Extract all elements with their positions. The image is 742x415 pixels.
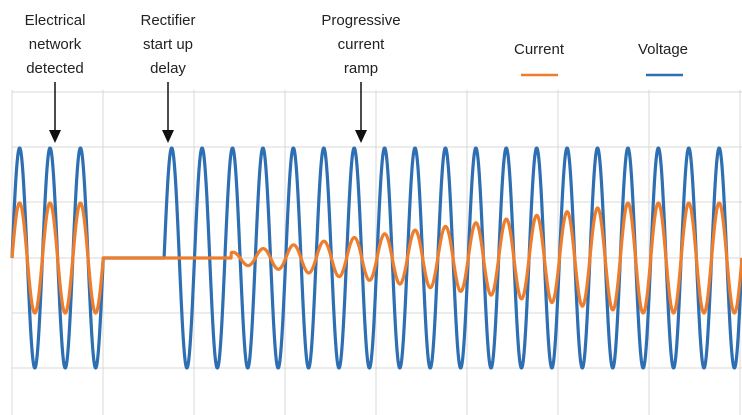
annotation-ramp-arrowhead — [355, 130, 367, 143]
legend: Current Voltage — [514, 41, 688, 77]
annotation-network-line-2: detected — [26, 60, 84, 77]
annotation-rectifier-line-0: Rectifier — [140, 12, 195, 29]
annotation-rectifier-line-1: start up — [143, 36, 193, 53]
annotation-rectifier-arrowhead — [162, 130, 174, 143]
annotations: Electrical network detected Rectifier start … — [25, 12, 401, 143]
annotation-ramp-line-2: ramp — [344, 60, 378, 77]
series-current-line — [10, 201, 742, 315]
legend-label-voltage: Voltage — [638, 41, 688, 58]
legend-item-voltage: Voltage — [638, 41, 688, 77]
annotation-ramp: Progressive current ramp — [321, 12, 401, 143]
annotation-ramp-line-1: current — [338, 36, 386, 53]
annotation-rectifier: Rectifier start up delay — [140, 12, 196, 143]
legend-label-current: Current — [514, 41, 565, 58]
annotation-network-arrowhead — [49, 130, 61, 143]
annotation-network-line-1: network — [29, 36, 82, 53]
annotation-network: Electrical network detected — [25, 12, 86, 143]
annotation-rectifier-line-2: delay — [150, 60, 186, 77]
annotation-ramp-line-0: Progressive — [321, 12, 400, 29]
plot-area — [10, 146, 742, 370]
legend-item-current: Current — [514, 41, 565, 77]
annotation-network-line-0: Electrical — [25, 12, 86, 29]
